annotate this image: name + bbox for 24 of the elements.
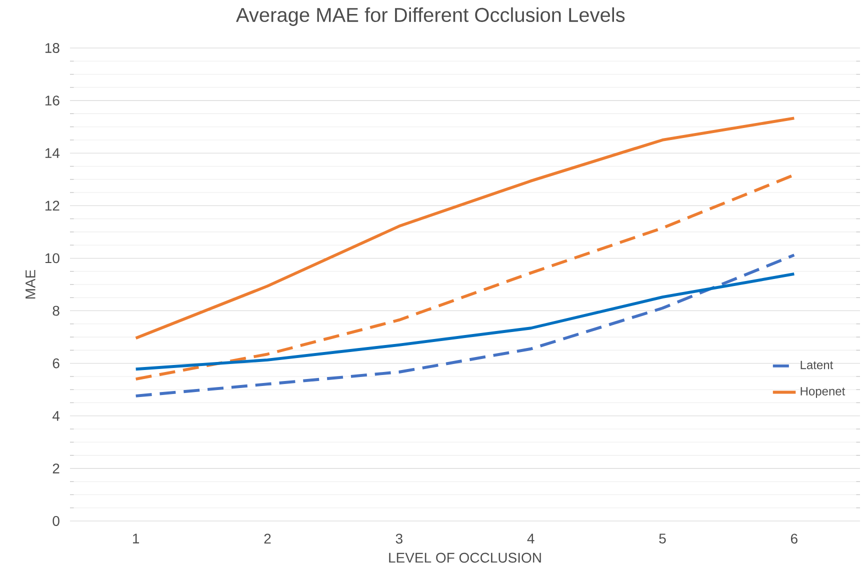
x-tick-label: 4 [527,534,534,544]
y-tick-label: 0 [52,516,60,526]
y-tick-label: 6 [52,358,60,368]
line-series [134,254,796,398]
x-tick-label: 3 [396,534,402,544]
line-series [134,272,796,371]
x-tick-label: 1 [133,534,140,544]
y-tick-label: 8 [52,306,60,316]
y-tick-label: 18 [45,43,60,53]
y-tick-label: 10 [45,253,60,264]
legend-label: Latent [800,360,834,370]
y-tick-label: 4 [52,411,60,421]
chart-title: Average MAE for Different Occlusion Levels [236,7,625,26]
legend-label: Hopenet [800,387,846,398]
x-tick-label: 6 [790,534,798,544]
y-tick-label: 14 [45,148,60,158]
x-tick-label: 2 [264,534,271,544]
y-tick-label: 2 [52,464,60,474]
y-axis-title: MAE [26,270,36,299]
y-tick-label: 16 [45,96,60,106]
y-tick-label: 12 [45,200,60,211]
x-tick-label: 5 [659,534,666,544]
line-series [134,116,796,340]
x-axis-title: LEVEL OF OCCLUSION [389,552,541,563]
